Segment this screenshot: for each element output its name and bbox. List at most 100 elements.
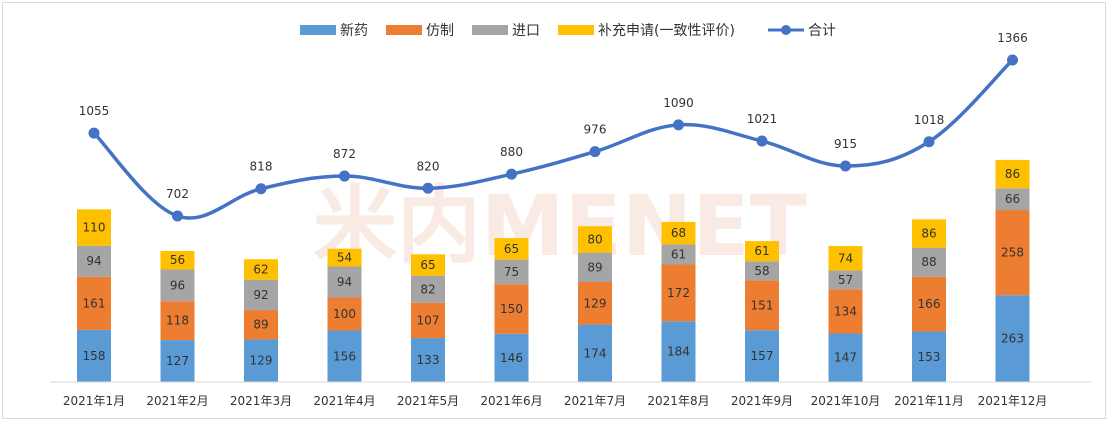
total-point (1007, 54, 1018, 66)
bar-value-label: 151 (751, 298, 774, 312)
bar-segment (912, 331, 946, 382)
legend-label: 进口 (512, 23, 540, 39)
bar-value-label: 58 (754, 264, 769, 278)
legend-swatch (472, 25, 508, 35)
total-point (589, 146, 601, 158)
bar-segment (494, 238, 529, 260)
bar-segment (745, 330, 779, 382)
bar-segment (77, 276, 111, 330)
bar-value-label: 54 (337, 251, 352, 265)
bar-segment (411, 254, 445, 276)
total-line (92, 58, 1015, 220)
bar-value-label: 57 (838, 273, 853, 287)
bar-segment (160, 301, 195, 341)
bar-value-label: 86 (1005, 167, 1020, 181)
bar-value-label: 147 (834, 351, 857, 365)
bar-value-label: 88 (921, 255, 936, 269)
bar-segment (745, 261, 779, 281)
bar-value-label: 118 (166, 314, 189, 328)
bar-value-label: 86 (921, 227, 936, 241)
bar-segment (244, 339, 278, 382)
total-point (172, 210, 183, 222)
bar-value-label: 56 (170, 253, 185, 267)
legend-swatch (300, 25, 336, 35)
bar-segment (828, 289, 863, 334)
bar-segment (661, 264, 696, 322)
bar-segment (578, 252, 612, 283)
legend-label: 合计 (808, 23, 836, 39)
bar-value-label: 127 (166, 354, 189, 368)
bar-value-label: 157 (751, 349, 774, 363)
legend-label: 仿制 (426, 23, 454, 39)
bar-value-label: 150 (500, 302, 523, 316)
bar-value-label: 65 (504, 242, 519, 256)
total-value-label: 1055 (79, 104, 110, 118)
x-tick-labels: 2021年1月 2021年2月 2021年3月 2021年4月 2021年5月 2021年… (63, 394, 1048, 408)
bar-segment (327, 330, 362, 382)
bar-segment (77, 245, 111, 277)
bar-value-label: 61 (754, 244, 769, 258)
total-point (673, 119, 684, 131)
bar-segment (661, 321, 696, 382)
bar-value-label: 74 (838, 251, 853, 265)
bar-segment (160, 340, 195, 382)
bar-segment (494, 284, 529, 334)
total-value-label: 1366 (997, 31, 1028, 45)
bar-value-label: 80 (587, 232, 602, 246)
total-point (506, 168, 517, 180)
bar-value-label: 174 (584, 346, 607, 360)
bar-value-label: 68 (671, 226, 686, 240)
bar-value-label: 134 (834, 304, 857, 318)
x-tick-label: 2021年3月 (230, 394, 292, 408)
total-point (88, 127, 100, 139)
bar-segment (327, 297, 362, 331)
bar-segment (411, 338, 445, 382)
bar-value-label: 258 (1001, 246, 1024, 260)
total-value-label: 880 (500, 145, 523, 159)
bar-segment (745, 241, 779, 262)
bar-segment (828, 333, 863, 382)
bar-value-label: 129 (584, 296, 607, 310)
bar-segment (327, 266, 362, 298)
x-tick-label: 2021年8月 (647, 394, 709, 408)
bar-segment (160, 250, 195, 270)
bar-segment (661, 244, 696, 265)
bar-value-label: 153 (918, 350, 941, 364)
legend-label: 补充申请(一致性评价) (598, 23, 735, 39)
bar-value-label: 129 (250, 354, 273, 368)
bar-value-label: 92 (253, 288, 268, 302)
bar-value-label: 133 (417, 353, 440, 367)
total-value-label: 1090 (663, 96, 694, 110)
bar-value-label: 158 (83, 349, 106, 363)
x-tick-label: 2021年4月 (313, 394, 375, 408)
watermark: 米内MENET (313, 177, 807, 275)
bar-segment (77, 329, 111, 382)
bar-value-label: 110 (83, 221, 106, 235)
bar-value-label: 94 (86, 254, 101, 268)
total-point (923, 136, 935, 148)
total-value-label: 818 (250, 160, 273, 174)
total-value-label: 820 (417, 159, 440, 173)
bar-segment (995, 159, 1030, 189)
bar-segment (244, 279, 278, 311)
x-tick-label: 2021年10月 (811, 394, 881, 408)
bar-value-label: 172 (667, 286, 690, 300)
total-value-label: 1018 (914, 113, 945, 127)
bar-value-label: 65 (420, 258, 435, 272)
total-value-label: 872 (333, 147, 356, 161)
bar-segment (912, 276, 946, 332)
bar-segment (494, 259, 529, 285)
legend-marker (781, 25, 791, 35)
total-value-label: 1021 (747, 112, 778, 126)
bar-value-label: 75 (504, 265, 519, 279)
bar-value-label: 66 (1005, 192, 1020, 206)
bar-value-label: 166 (918, 297, 941, 311)
bar-segment (411, 302, 445, 339)
bars-layer: 158 161 94 110 127 118 96 56 129 89 92 62 156 100 94 54… (77, 159, 1030, 382)
x-tick-label: 2021年6月 (480, 394, 542, 408)
total-value-label: 976 (584, 123, 607, 137)
bar-segment (912, 219, 946, 248)
bar-value-label: 156 (333, 349, 356, 363)
x-tick-label: 2021年5月 (397, 394, 459, 408)
